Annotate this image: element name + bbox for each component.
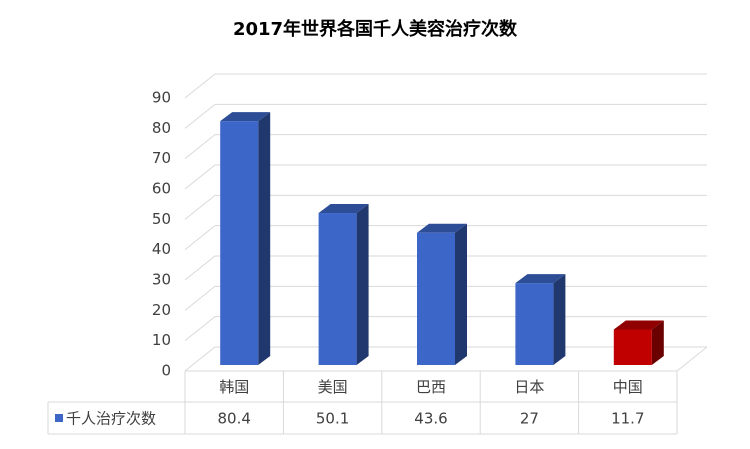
bar-top (417, 223, 467, 233)
bar-top (613, 320, 664, 330)
y-tick-label: 80 (152, 119, 171, 137)
table-value: 80.4 (217, 410, 250, 428)
y-tick-label: 10 (152, 331, 171, 349)
grid-line (184, 103, 707, 129)
grid-line (184, 194, 707, 220)
x-tick-label: 美国 (318, 378, 348, 396)
bar-side (651, 320, 664, 365)
grid-line (184, 134, 707, 160)
bar (318, 213, 357, 365)
table-value: 43.6 (414, 410, 447, 428)
bar (220, 121, 259, 366)
bar-side (553, 274, 566, 365)
y-tick-label: 30 (152, 271, 171, 289)
grid-line (184, 225, 707, 251)
bar-top (220, 112, 271, 122)
y-tick-label: 90 (152, 89, 171, 107)
x-tick-label: 韩国 (219, 378, 249, 396)
table-value: 50.1 (316, 410, 349, 428)
bar-top (318, 204, 369, 214)
grid-line (184, 255, 707, 281)
grid-line (184, 164, 707, 190)
table-value: 27 (520, 410, 539, 428)
x-tick-label: 中国 (613, 378, 643, 396)
bar (613, 329, 652, 365)
bar-side (356, 204, 369, 365)
bar (417, 232, 455, 365)
y-tick-label: 70 (152, 149, 171, 167)
legend-label: 千人治疗次数 (66, 410, 156, 428)
grid-line (184, 73, 707, 99)
x-tick-label: 巴西 (416, 378, 446, 396)
y-tick-label: 0 (161, 362, 171, 380)
bar (515, 283, 554, 365)
y-tick-label: 60 (152, 180, 171, 198)
bar-side (258, 112, 271, 366)
bar-top (515, 274, 566, 284)
y-tick-label: 20 (152, 301, 171, 319)
legend-swatch (55, 414, 63, 422)
table-value: 11.7 (611, 410, 644, 428)
y-tick-label: 40 (152, 240, 171, 258)
bar-side (455, 223, 467, 365)
chart-title: 2017年世界各国千人美容治疗次数 (233, 18, 518, 40)
y-tick-label: 50 (152, 210, 171, 228)
x-tick-label: 日本 (514, 378, 544, 396)
